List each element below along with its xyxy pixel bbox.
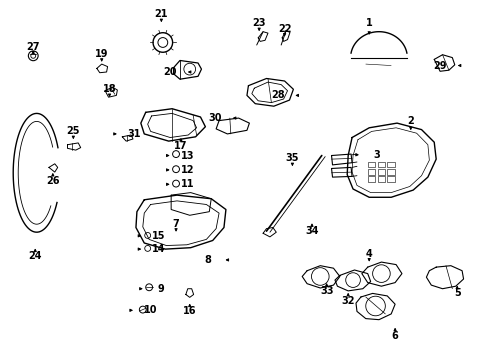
Text: 19: 19 bbox=[95, 49, 108, 59]
Text: 2: 2 bbox=[407, 116, 413, 126]
Bar bbox=[377, 162, 384, 167]
Text: 35: 35 bbox=[285, 153, 299, 163]
Bar bbox=[386, 162, 394, 167]
Text: 7: 7 bbox=[172, 219, 179, 229]
Text: 4: 4 bbox=[365, 249, 372, 259]
Bar bbox=[386, 169, 394, 175]
Text: 33: 33 bbox=[319, 286, 333, 296]
Text: 22: 22 bbox=[277, 24, 291, 34]
Text: 23: 23 bbox=[252, 18, 265, 28]
Text: 16: 16 bbox=[183, 306, 196, 316]
Text: 32: 32 bbox=[341, 296, 354, 306]
Text: 3: 3 bbox=[372, 150, 379, 160]
Text: 20: 20 bbox=[163, 67, 177, 77]
Text: 26: 26 bbox=[46, 176, 60, 186]
Text: 27: 27 bbox=[26, 42, 40, 52]
Text: 11: 11 bbox=[180, 179, 194, 189]
Text: 5: 5 bbox=[453, 288, 460, 298]
Text: 24: 24 bbox=[28, 251, 42, 261]
Text: 25: 25 bbox=[66, 126, 80, 136]
Text: 15: 15 bbox=[152, 231, 165, 241]
Bar bbox=[386, 176, 394, 182]
Text: 12: 12 bbox=[180, 165, 194, 175]
Text: 14: 14 bbox=[152, 244, 165, 254]
Bar bbox=[367, 176, 374, 182]
Text: 30: 30 bbox=[208, 113, 222, 123]
Text: 13: 13 bbox=[180, 150, 194, 161]
Bar bbox=[367, 162, 374, 167]
Text: 28: 28 bbox=[270, 90, 284, 100]
Text: 18: 18 bbox=[102, 84, 116, 94]
Bar bbox=[367, 169, 374, 175]
Text: 8: 8 bbox=[204, 255, 211, 265]
Bar bbox=[377, 169, 384, 175]
Bar bbox=[377, 176, 384, 182]
Text: 34: 34 bbox=[305, 226, 318, 236]
Text: 9: 9 bbox=[157, 284, 163, 294]
Text: 31: 31 bbox=[127, 129, 141, 139]
Text: 6: 6 bbox=[391, 330, 398, 341]
Text: 1: 1 bbox=[365, 18, 372, 28]
Text: 29: 29 bbox=[432, 60, 446, 71]
Text: 21: 21 bbox=[154, 9, 168, 19]
Text: 17: 17 bbox=[174, 141, 187, 151]
Text: 10: 10 bbox=[143, 305, 157, 315]
